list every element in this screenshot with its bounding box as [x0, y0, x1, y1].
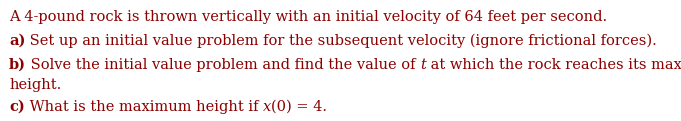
Text: c): c) — [9, 100, 25, 114]
Text: (0) = 4.: (0) = 4. — [271, 100, 327, 114]
Text: height.: height. — [9, 78, 61, 92]
Text: Set up an initial value problem for the subsequent velocity (ignore frictional f: Set up an initial value problem for the … — [25, 34, 657, 48]
Text: at which the rock reaches its maximum: at which the rock reaches its maximum — [426, 58, 681, 72]
Text: a): a) — [9, 34, 25, 48]
Text: Solve the initial value problem and find the value of: Solve the initial value problem and find… — [26, 58, 420, 72]
Text: A 4-pound rock is thrown vertically with an initial velocity of 64 feet per seco: A 4-pound rock is thrown vertically with… — [9, 10, 607, 24]
Text: x: x — [263, 100, 271, 114]
Text: What is the maximum height if: What is the maximum height if — [25, 100, 263, 114]
Text: b): b) — [9, 58, 26, 72]
Text: t: t — [420, 58, 426, 72]
